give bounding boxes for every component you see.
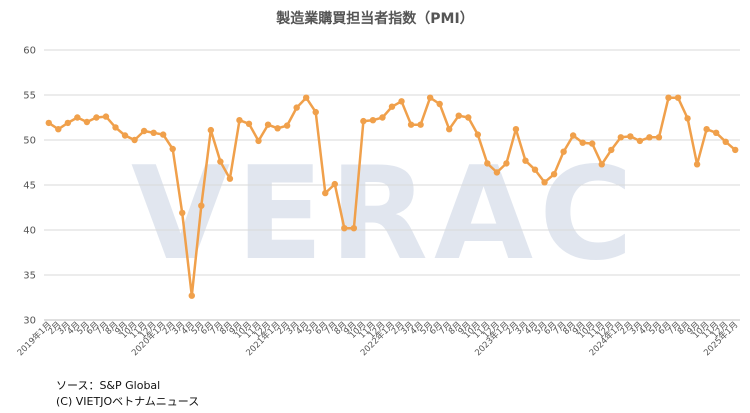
data-point [121,132,129,139]
watermark-verac: VERAC [131,140,639,289]
data-point [74,114,81,121]
data-point [150,129,157,136]
data-point [350,225,358,232]
data-point [712,129,720,136]
data-point [503,160,510,167]
source-note: ソース：S&P Global [56,379,161,392]
data-point [293,104,300,111]
data-point [674,94,682,101]
data-point [608,146,615,154]
data-point [331,180,338,188]
y-tick-label: 35 [23,271,36,282]
data-point [302,94,310,101]
data-point [636,137,644,145]
gridlines [44,49,740,321]
data-point [655,134,663,141]
data-point [93,114,100,121]
data-point [283,122,291,129]
data-point [627,133,634,140]
data-point [474,131,482,138]
data-point [732,146,739,154]
data-point [484,160,491,167]
y-tick-label: 50 [23,136,36,147]
data-point [140,127,148,135]
data-point [512,126,520,133]
data-point [312,108,319,116]
data-point [264,121,272,128]
data-point [55,126,62,133]
data-point [617,134,625,141]
data-point [722,138,729,145]
y-tick-label: 60 [23,46,36,57]
data-point [426,94,434,101]
data-point [255,137,262,145]
data-point [665,94,672,101]
data-point [417,121,424,128]
x-axis-ticks: 2019年1月2月3月4月5月6月7月8月9月10月11月12月2020年1月2… [15,319,740,358]
data-point [198,202,205,209]
data-point [131,136,138,144]
data-point [398,98,405,105]
data-point [703,126,710,133]
data-point [112,124,119,131]
data-point [207,126,215,134]
data-point [169,145,176,153]
data-point [560,148,567,155]
data-point [322,189,329,197]
data-point [369,117,377,124]
data-point [455,112,462,119]
data-point [646,134,653,141]
data-point [226,175,234,182]
data-point [83,118,91,126]
data-point [188,292,195,299]
data-point [45,119,52,127]
data-point [407,121,415,128]
data-point [493,169,501,176]
y-tick-label: 30 [23,316,36,327]
y-tick-label: 45 [23,181,36,192]
data-point [579,139,586,146]
data-point [446,126,453,133]
data-point [589,140,596,147]
data-point [693,161,701,168]
data-point [245,120,253,128]
data-point [360,117,367,125]
data-point [274,125,281,132]
data-point [531,166,539,173]
y-tick-label: 40 [23,226,36,237]
data-point [64,119,72,127]
data-point [379,114,386,121]
data-point [388,103,396,110]
data-point [436,100,443,108]
data-point [217,158,224,165]
data-point [341,225,348,232]
data-point [550,171,558,178]
chart-title: 製造業購買担当者指数（PMI） [275,10,473,27]
data-points [45,94,739,299]
y-tick-label: 55 [23,91,36,102]
data-point [465,114,472,121]
data-point [236,117,243,124]
data-point [598,161,605,168]
data-point [159,131,167,138]
data-point [102,113,110,120]
data-point [179,209,186,217]
data-point [541,179,548,186]
data-point [684,115,691,122]
data-point [569,132,577,139]
y-axis-ticks: 30 35 40 45 50 55 60 [23,46,36,327]
copyright-note: (C) VIETJOベトナムニュース [56,395,200,408]
data-point [522,157,529,164]
